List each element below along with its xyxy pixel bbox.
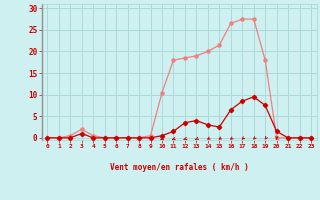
X-axis label: Vent moyen/en rafales ( km/h ): Vent moyen/en rafales ( km/h )	[110, 163, 249, 172]
